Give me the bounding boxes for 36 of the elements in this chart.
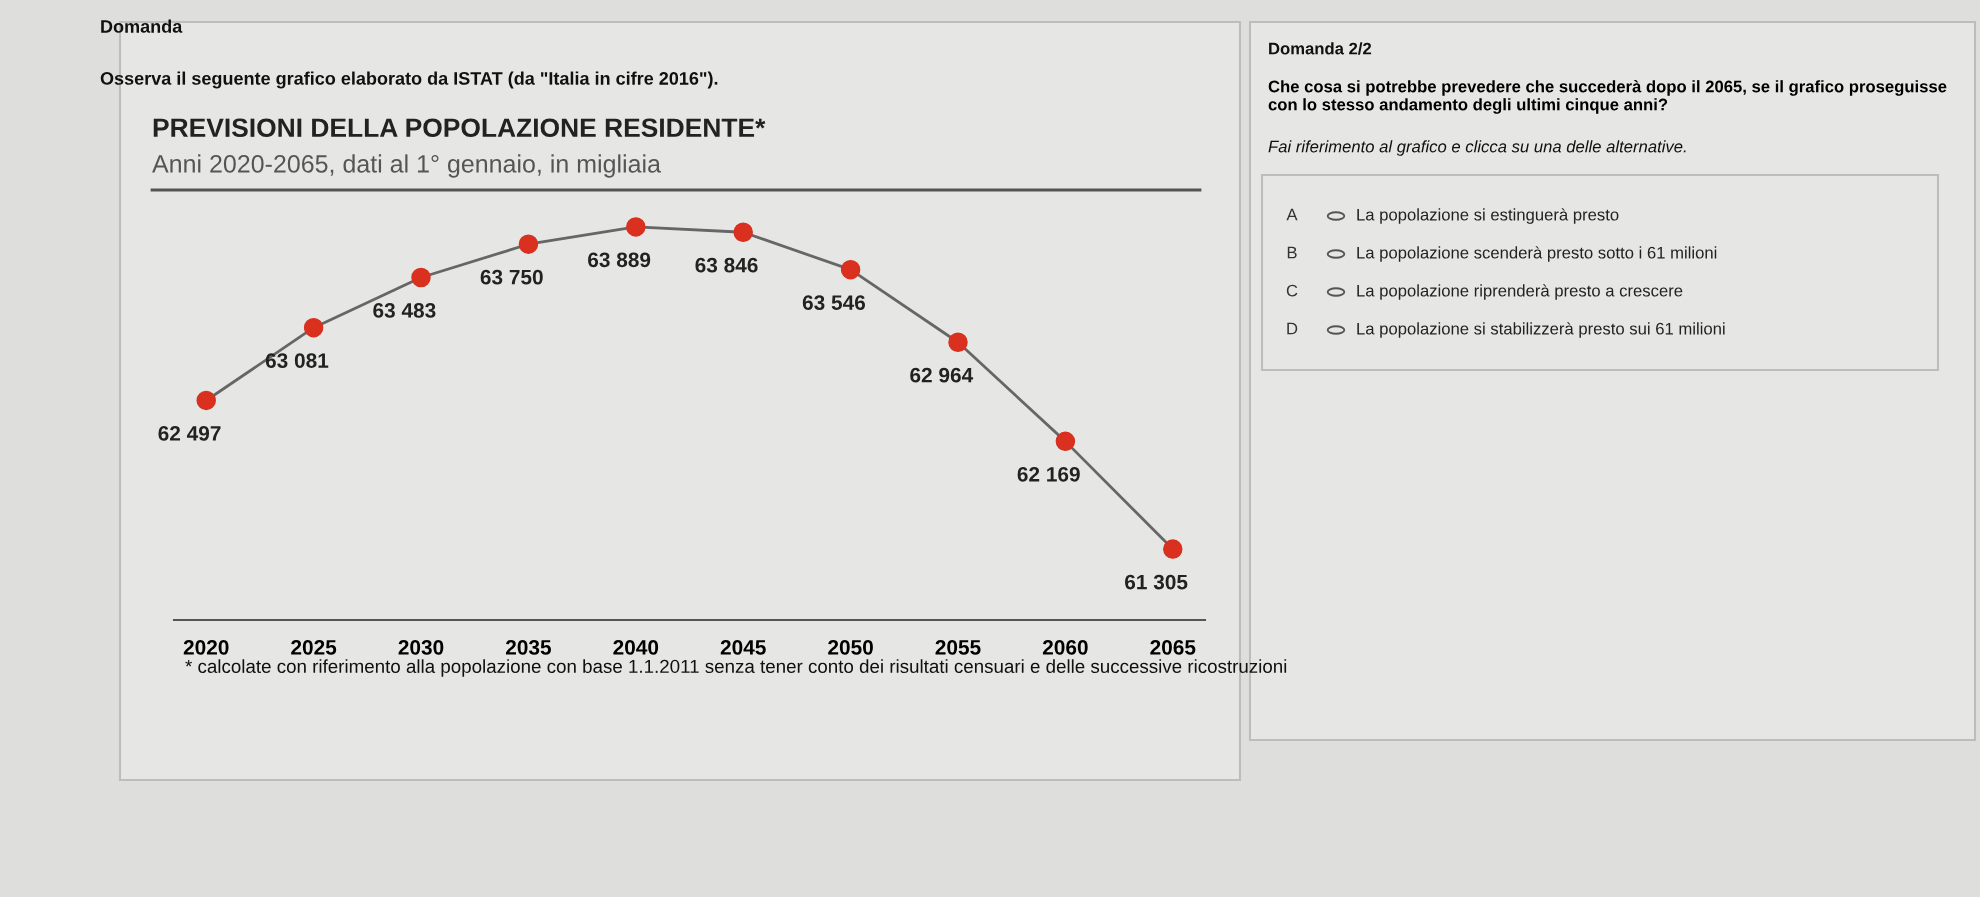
x-tick-label: 2050 [828, 639, 873, 655]
data-label: 63 889 [588, 252, 651, 268]
text: A [1286, 208, 1298, 221]
text: La popolazione si stabilizzerà presto sui 61 milioni [1357, 322, 1725, 338]
text: La popolazione riprenderà presto a crescere [1357, 284, 1683, 300]
text: Che cosa si potrebbe prevedere che succederà dopo il 2065, se il grafico proseguisse con lo stesso andamento degli ultimi cinque anni? [1268, 80, 1947, 114]
text: La popolazione si estinguerà presto [1357, 208, 1619, 224]
chart-title: PREVISIONI DELLA POPOLAZIONE RESIDENTE* [153, 118, 766, 138]
data-label: 63 546 [802, 295, 866, 310]
text: Domanda [101, 19, 183, 33]
text: Osserva il seguente grafico elaborato da ISTAT (da "Italia in cifre 2016"). [100, 71, 718, 89]
data-label: 63 750 [480, 269, 543, 285]
x-tick-label: 2020 [183, 639, 229, 655]
x-tick-label: 2060 [1042, 639, 1088, 655]
x-tick-label: 2045 [720, 639, 766, 655]
text: La popolazione scenderà presto sotto i 61 milioni [1357, 246, 1717, 262]
chart-subtitle: Anni 2020-2065, dati al 1° gennaio, in migliaia [152, 154, 661, 178]
x-tick-label: 2030 [398, 639, 444, 655]
data-label: 62 169 [1017, 466, 1080, 482]
data-label: 63 081 [265, 353, 329, 368]
data-label: 63 483 [373, 303, 436, 318]
data-label: 61 305 [1125, 574, 1188, 590]
data-label: 62 964 [910, 367, 974, 383]
text: * calcolate con riferimento alla popolazione con base 1.1.2011 senza tener conto dei risultati censuari e delle successive ricostruzioni [185, 659, 1287, 677]
x-tick-label: 2065 [1150, 639, 1196, 655]
text: B [1287, 246, 1297, 259]
x-tick-label: 2040 [613, 639, 659, 655]
x-tick-label: 2035 [505, 639, 551, 655]
text: Domanda 2/2 [1269, 42, 1372, 55]
x-tick-label: 2025 [291, 639, 337, 655]
data-label: 62 497 [158, 426, 221, 441]
data-label: 63 846 [695, 257, 758, 273]
x-tick-label: 2055 [935, 639, 981, 655]
text: D [1287, 322, 1298, 335]
text: C [1286, 284, 1298, 297]
text: Fai riferimento al grafico e clicca su una delle alternative. [1268, 140, 1686, 156]
